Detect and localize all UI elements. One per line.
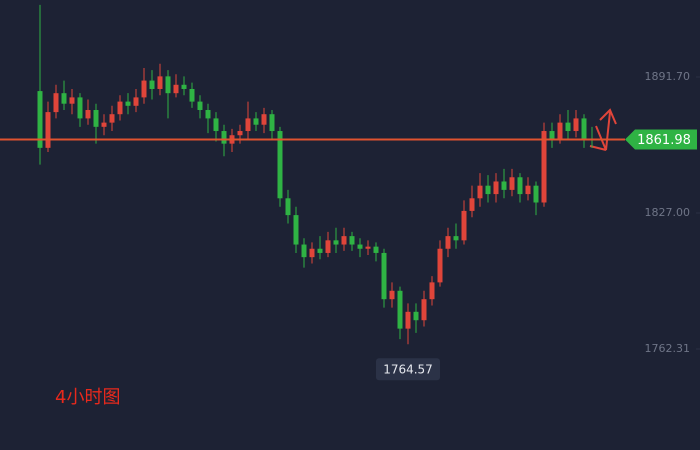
candle-body	[301, 244, 307, 258]
candle-body	[261, 114, 267, 125]
candle-body	[525, 185, 531, 195]
arrow-head	[599, 108, 617, 125]
candle-body	[517, 177, 523, 195]
candle-body	[581, 118, 587, 140]
candle-body	[93, 110, 99, 127]
arrow-line	[589, 145, 607, 151]
candle-body	[365, 246, 371, 249]
candle-body	[173, 84, 179, 94]
candle-body	[45, 112, 51, 148]
candle-body	[413, 311, 419, 321]
candle-body	[221, 131, 227, 144]
candle-body	[333, 240, 339, 245]
candle-body	[397, 290, 403, 329]
candle-body	[453, 236, 459, 241]
candle-body	[125, 101, 131, 106]
candle-body	[253, 118, 259, 125]
candle-body	[157, 76, 163, 89]
candle-body	[325, 240, 331, 253]
candle-body	[69, 97, 75, 104]
candle-body	[349, 236, 355, 245]
candle-body	[181, 84, 187, 89]
candle-body	[53, 93, 59, 113]
candle-body	[149, 80, 155, 89]
candle-body	[293, 215, 299, 245]
candle-body	[285, 198, 291, 216]
candle-body	[493, 181, 499, 195]
candle-body	[501, 181, 507, 190]
candle-body	[421, 299, 427, 321]
candle-body	[533, 185, 539, 203]
candle-body	[117, 101, 123, 115]
candle-body	[237, 131, 243, 136]
min-price-label: 1764.57	[383, 363, 433, 377]
candle-body	[469, 198, 475, 211]
candle-body	[109, 114, 115, 123]
candle-body	[85, 110, 91, 119]
candle-body	[557, 122, 563, 140]
candle-body	[245, 118, 251, 132]
candle-body	[485, 185, 491, 195]
candle-body	[357, 244, 363, 249]
candle-body	[205, 110, 211, 119]
candle-body	[461, 210, 467, 241]
candle-body	[549, 131, 555, 140]
candle-body	[405, 311, 411, 329]
candle-body	[541, 131, 547, 203]
candle-body	[573, 118, 579, 132]
candle-body	[445, 236, 451, 249]
candle-body	[269, 114, 275, 132]
candle-body	[133, 97, 139, 106]
candle-body	[165, 76, 171, 94]
y-tick-label: 1762.31	[645, 342, 691, 355]
candle-body	[373, 246, 379, 253]
candle-body	[509, 177, 515, 190]
y-tick-label: 1891.70	[645, 70, 691, 83]
candle-body	[317, 248, 323, 253]
y-tick-label: 1827.00	[645, 206, 691, 219]
candle-body	[213, 118, 219, 132]
drawn-arrows	[589, 108, 617, 151]
candle-body	[141, 80, 147, 98]
candle-body	[61, 93, 67, 104]
candle-body	[189, 88, 195, 102]
last-price-tag	[625, 129, 697, 150]
candle-body	[381, 252, 387, 300]
candle-body	[277, 131, 283, 199]
min-price-box	[376, 358, 440, 381]
candle-body	[477, 185, 483, 199]
candle-body	[77, 97, 83, 119]
last-price-label: 1861.98	[637, 133, 691, 148]
annotation: 4小时图	[55, 387, 120, 408]
candle-body	[37, 91, 43, 148]
candle-body	[437, 248, 443, 283]
candle-body	[197, 101, 203, 111]
candle-body	[309, 248, 315, 258]
candle-body	[429, 282, 435, 300]
candle-body	[389, 290, 395, 300]
candle-body	[341, 236, 347, 245]
candle-body	[565, 122, 571, 132]
candle-body	[101, 122, 107, 127]
